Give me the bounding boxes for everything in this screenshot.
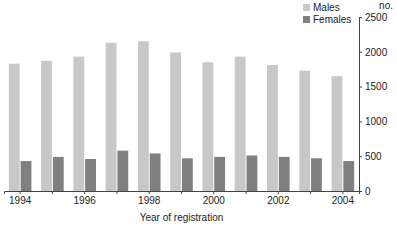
x-tick-mark	[84, 191, 85, 194]
x-tick-mark	[310, 191, 311, 194]
x-tick: 1998	[138, 191, 161, 206]
y-tick-label: 2000	[365, 47, 388, 58]
legend-label: Males	[313, 2, 340, 13]
x-tick-mark	[20, 191, 21, 194]
y-axis-title: no.	[379, 0, 393, 11]
x-tick-label: 2000	[203, 195, 226, 206]
x-tick	[181, 191, 182, 194]
x-tick-mark	[116, 191, 117, 194]
y-tick-mark	[359, 52, 362, 53]
y-tick: 500	[359, 151, 382, 162]
x-tick: 1994	[9, 191, 32, 206]
bar	[150, 153, 161, 191]
bar	[53, 157, 64, 191]
x-tick	[52, 191, 53, 194]
bar	[311, 158, 322, 191]
bar	[182, 158, 193, 191]
x-axis-title: Year of registration	[140, 212, 224, 223]
x-tick-mark	[246, 191, 247, 194]
x-tick-label: 2004	[332, 195, 355, 206]
y-tick: 0	[359, 186, 371, 197]
x-tick	[310, 191, 311, 194]
y-tick-mark	[359, 191, 362, 192]
x-tick-mark	[181, 191, 182, 194]
y-tick-label: 500	[365, 151, 382, 162]
chart: 1994 1996 1998 2000 2002 2004 0 500 1000 1500 2000…	[0, 0, 397, 227]
bar	[202, 62, 213, 191]
bar	[214, 157, 225, 191]
legend-label: Females	[313, 14, 351, 25]
x-tick: 2002	[267, 191, 290, 206]
x-tick-mark	[52, 191, 53, 194]
x-tick-mark	[149, 191, 150, 194]
x-tick: 2004	[332, 191, 355, 206]
x-axis-line	[5, 192, 360, 195]
bar	[299, 71, 310, 191]
legend: MalesFemales	[303, 2, 351, 25]
x-tick-mark	[342, 191, 343, 194]
bar	[106, 43, 117, 191]
bar	[21, 161, 32, 191]
bar	[85, 159, 96, 191]
legend-item: Females	[303, 14, 351, 25]
bar	[247, 156, 258, 191]
x-tick	[246, 191, 247, 194]
y-tick-label: 1000	[365, 116, 388, 127]
series	[21, 151, 355, 191]
y-tick-mark	[359, 17, 362, 18]
plot: 1994 1996 1998 2000 2002 2004 0 500 1000 1500 2000…	[5, 12, 388, 206]
y-tick-mark	[359, 87, 362, 88]
x-tick-label: 1996	[74, 195, 97, 206]
y-tick-label: 1500	[365, 81, 388, 92]
legend-swatch	[303, 16, 310, 23]
legend-item: Males	[303, 2, 340, 13]
x-tick: 1996	[74, 191, 97, 206]
y-tick-label: 2500	[365, 12, 388, 23]
bar	[138, 41, 149, 191]
y-tick-label: 0	[365, 186, 371, 197]
x-axis: 1994 1996 1998 2000 2002 2004	[5, 191, 360, 206]
y-tick-mark	[359, 156, 362, 157]
bar	[117, 151, 128, 191]
y-tick: 1000	[359, 116, 388, 127]
series	[9, 41, 343, 191]
x-tick	[116, 191, 117, 194]
x-tick-mark	[213, 191, 214, 194]
y-axis: 0 500 1000 1500 2000 2500	[359, 12, 388, 197]
x-tick-label: 1994	[9, 195, 32, 206]
bar	[170, 52, 181, 191]
x-tick-label: 2002	[267, 195, 290, 206]
bar	[41, 61, 52, 191]
x-tick: 2000	[203, 191, 226, 206]
x-tick-label: 1998	[138, 195, 161, 206]
y-tick-mark	[359, 121, 362, 122]
bar	[332, 76, 343, 191]
bars	[9, 41, 354, 191]
bar	[267, 65, 278, 191]
bar	[279, 157, 290, 191]
bar	[343, 161, 354, 191]
bar	[9, 64, 20, 191]
y-tick: 2000	[359, 47, 388, 58]
bar	[73, 57, 84, 191]
y-tick: 1500	[359, 81, 388, 92]
legend-swatch	[303, 4, 310, 11]
y-axis-line	[360, 18, 363, 192]
x-tick-mark	[278, 191, 279, 194]
y-tick: 2500	[359, 12, 388, 23]
bar	[235, 57, 246, 191]
